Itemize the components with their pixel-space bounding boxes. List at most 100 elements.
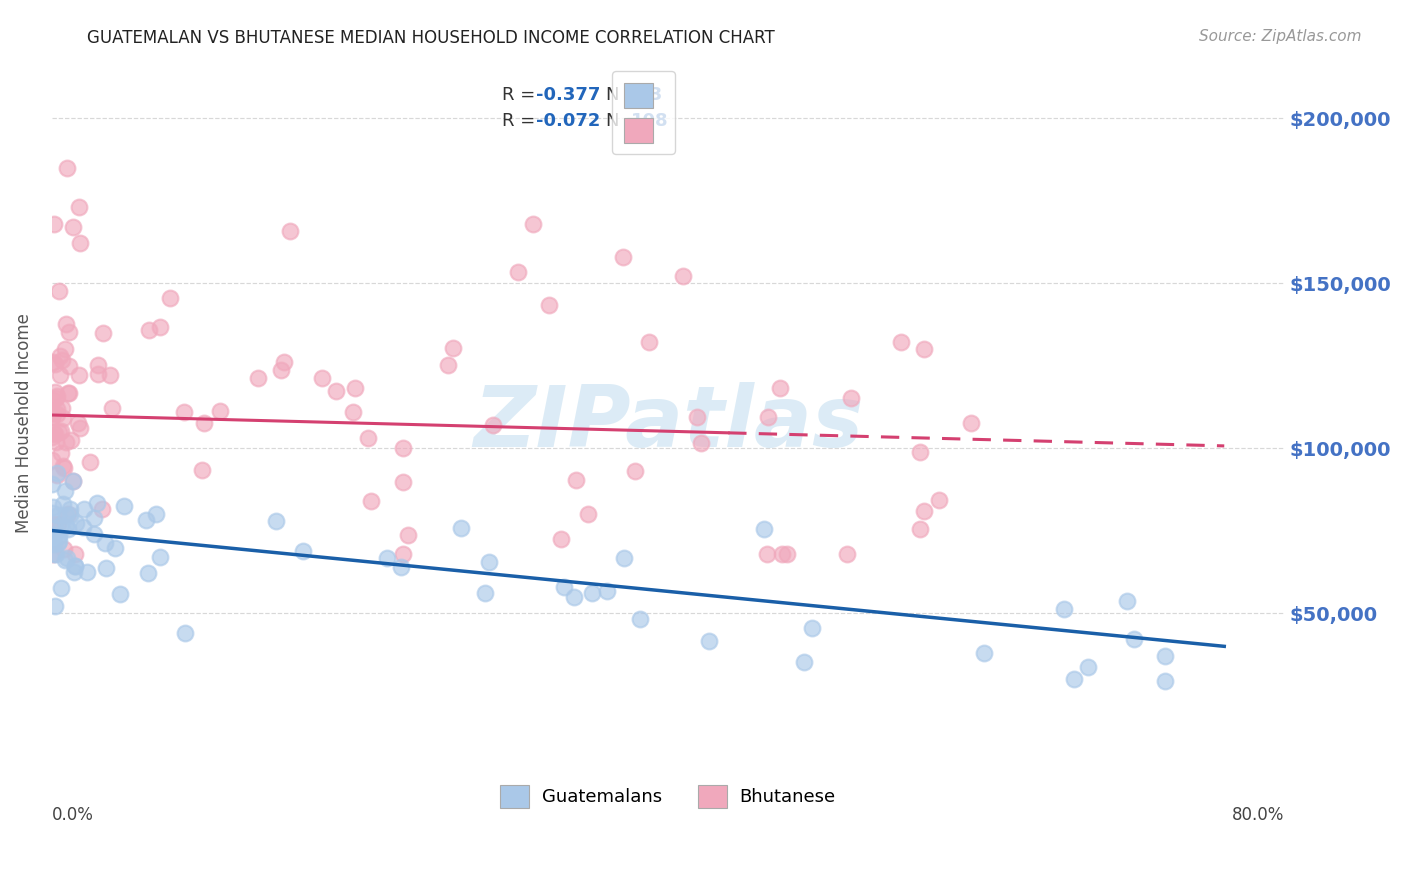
Point: [613, 551, 636, 566]
Point: [145, 508, 167, 522]
Point: [42, 537, 65, 551]
Point: [769, 381, 792, 395]
Point: [55, 508, 77, 522]
Point: [278, 224, 301, 238]
Point: [562, 590, 585, 604]
Point: [62, 474, 84, 488]
Point: [697, 633, 720, 648]
Point: [159, 291, 181, 305]
Point: [44, 217, 66, 231]
Point: [55, 518, 77, 533]
Text: -0.377: -0.377: [536, 86, 600, 103]
Point: [690, 436, 713, 450]
Point: [908, 445, 931, 459]
Point: [686, 409, 709, 424]
Point: [800, 621, 823, 635]
Point: [49, 446, 72, 460]
Point: [292, 544, 315, 558]
Point: [624, 464, 647, 478]
Point: [42, 547, 65, 561]
Point: [776, 547, 799, 561]
Point: [86, 496, 108, 510]
Text: R =: R =: [502, 86, 541, 103]
Point: [612, 250, 634, 264]
Point: [51, 401, 73, 415]
Point: [87, 358, 110, 372]
Point: [55, 552, 77, 566]
Point: [59, 508, 82, 523]
Point: [450, 521, 472, 535]
Point: [65, 516, 87, 531]
Point: [396, 528, 419, 542]
Point: [138, 566, 160, 580]
Point: [62, 474, 84, 488]
Point: [522, 217, 544, 231]
Point: [576, 507, 599, 521]
Point: [49, 349, 72, 363]
Point: [44, 385, 66, 400]
Point: [63, 558, 86, 573]
Point: [392, 475, 415, 490]
Point: [41, 355, 63, 369]
Text: N =: N =: [606, 86, 647, 103]
Point: [912, 342, 935, 356]
Point: [41, 476, 63, 491]
Text: ZIPatlas: ZIPatlas: [472, 382, 863, 465]
Point: [1154, 674, 1177, 689]
Point: [59, 502, 82, 516]
Point: [56, 551, 79, 566]
Point: [44, 522, 66, 536]
Text: Source: ZipAtlas.com: Source: ZipAtlas.com: [1198, 29, 1361, 44]
Point: [58, 359, 80, 374]
Point: [770, 547, 793, 561]
Point: [108, 587, 131, 601]
Point: [41, 527, 63, 541]
Point: [474, 586, 496, 600]
Point: [58, 325, 80, 339]
Text: 73: 73: [631, 86, 662, 103]
Point: [41, 409, 63, 424]
Point: [42, 533, 65, 548]
Text: 108: 108: [631, 112, 669, 130]
Point: [42, 516, 65, 531]
Point: [101, 401, 124, 416]
Point: [1154, 648, 1177, 663]
Point: [94, 561, 117, 575]
Point: [66, 416, 89, 430]
Point: [273, 355, 295, 369]
Point: [91, 326, 114, 340]
Point: [42, 425, 65, 440]
Point: [792, 655, 814, 669]
Point: [342, 405, 364, 419]
Point: [1077, 660, 1099, 674]
Point: [46, 407, 69, 421]
Point: [65, 547, 87, 561]
Point: [325, 384, 347, 399]
Point: [67, 368, 90, 383]
Point: [581, 585, 603, 599]
Point: [52, 542, 75, 557]
Point: [208, 404, 231, 418]
Point: [270, 363, 292, 377]
Point: [538, 298, 561, 312]
Point: [56, 522, 79, 536]
Point: [441, 341, 464, 355]
Point: [42, 392, 65, 407]
Text: N =: N =: [606, 112, 647, 130]
Point: [959, 416, 981, 430]
Point: [482, 417, 505, 432]
Point: [58, 385, 80, 400]
Point: [391, 441, 413, 455]
Point: [928, 493, 950, 508]
Point: [508, 264, 530, 278]
Point: [42, 547, 65, 561]
Point: [48, 529, 70, 543]
Point: [49, 581, 72, 595]
Point: [53, 484, 76, 499]
Point: [191, 463, 214, 477]
Point: [173, 405, 195, 419]
Point: [83, 527, 105, 541]
Point: [63, 565, 86, 579]
Point: [41, 406, 63, 420]
Point: [42, 531, 65, 545]
